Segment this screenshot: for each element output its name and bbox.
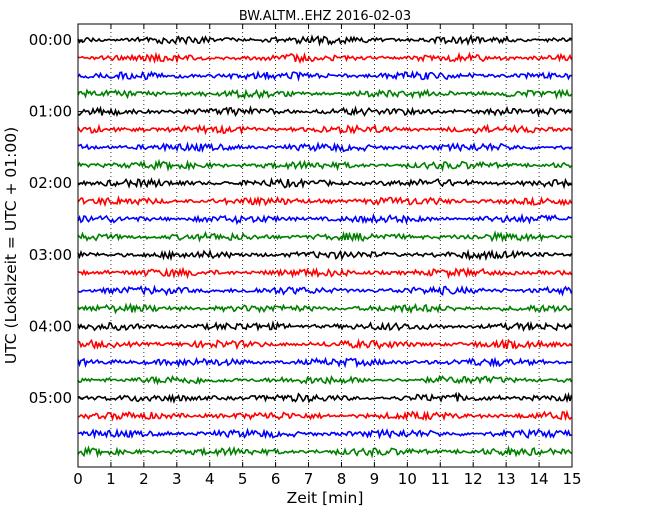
trace-line	[77, 391, 573, 404]
y-tick-label: 05:00	[29, 389, 72, 407]
trace-line	[77, 88, 573, 100]
x-tick-label: 11	[431, 470, 450, 488]
ticks-layer: 0 1 2 3 4 5 6 7 8 9 10 11 12 13 14 1500:0001:0002:0003:…	[29, 24, 582, 488]
chart-title: BW.ALTM..EHZ 2016-02-03	[239, 9, 411, 24]
trace-line	[77, 302, 572, 315]
trace-line	[77, 445, 572, 459]
x-tick-label: 1	[106, 470, 116, 488]
x-tick-label: 12	[464, 470, 483, 488]
trace-line	[77, 212, 572, 226]
trace-line	[77, 427, 572, 440]
x-tick-label: 13	[497, 470, 516, 488]
x-tick-label: 0	[73, 470, 83, 488]
trace-line	[77, 123, 573, 136]
x-tick-label: 5	[238, 470, 248, 488]
trace-line	[77, 320, 573, 332]
x-tick-label: 10	[398, 470, 417, 488]
trace-line	[77, 284, 573, 297]
trace-line	[77, 33, 572, 47]
x-tick-label: 7	[304, 470, 314, 488]
trace-line	[77, 248, 573, 262]
x-tick-label: 14	[530, 470, 549, 488]
trace-line	[77, 356, 572, 369]
y-tick-label: 03:00	[29, 246, 72, 264]
x-tick-label: 2	[139, 470, 149, 488]
x-tick-label: 8	[337, 470, 347, 488]
trace-line	[77, 195, 573, 208]
trace-line	[77, 176, 572, 190]
trace-line	[77, 230, 573, 243]
x-tick-label: 4	[205, 470, 215, 488]
trace-line	[77, 338, 573, 351]
trace-line	[77, 105, 573, 118]
trace-line	[77, 158, 573, 173]
y-tick-label: 00:00	[29, 31, 72, 49]
trace-line	[77, 409, 573, 422]
x-tick-label: 9	[370, 470, 380, 488]
traces-layer	[77, 33, 573, 459]
y-tick-label: 01:00	[29, 103, 72, 121]
y-axis-label: UTC (Lokalzeit = UTC + 01:00)	[2, 127, 20, 364]
plot-frame	[77, 23, 573, 468]
x-tick-label: 15	[562, 470, 581, 488]
trace-line	[77, 70, 572, 82]
trace-line	[77, 51, 573, 65]
y-tick-label: 04:00	[29, 317, 72, 335]
trace-line	[77, 266, 573, 280]
y-tick-label: 02:00	[29, 174, 72, 192]
trace-line	[78, 141, 573, 154]
x-axis-label: Zeit [min]	[287, 489, 364, 507]
trace-line	[77, 374, 573, 386]
x-tick-label: 6	[271, 470, 281, 488]
x-tick-label: 3	[172, 470, 182, 488]
